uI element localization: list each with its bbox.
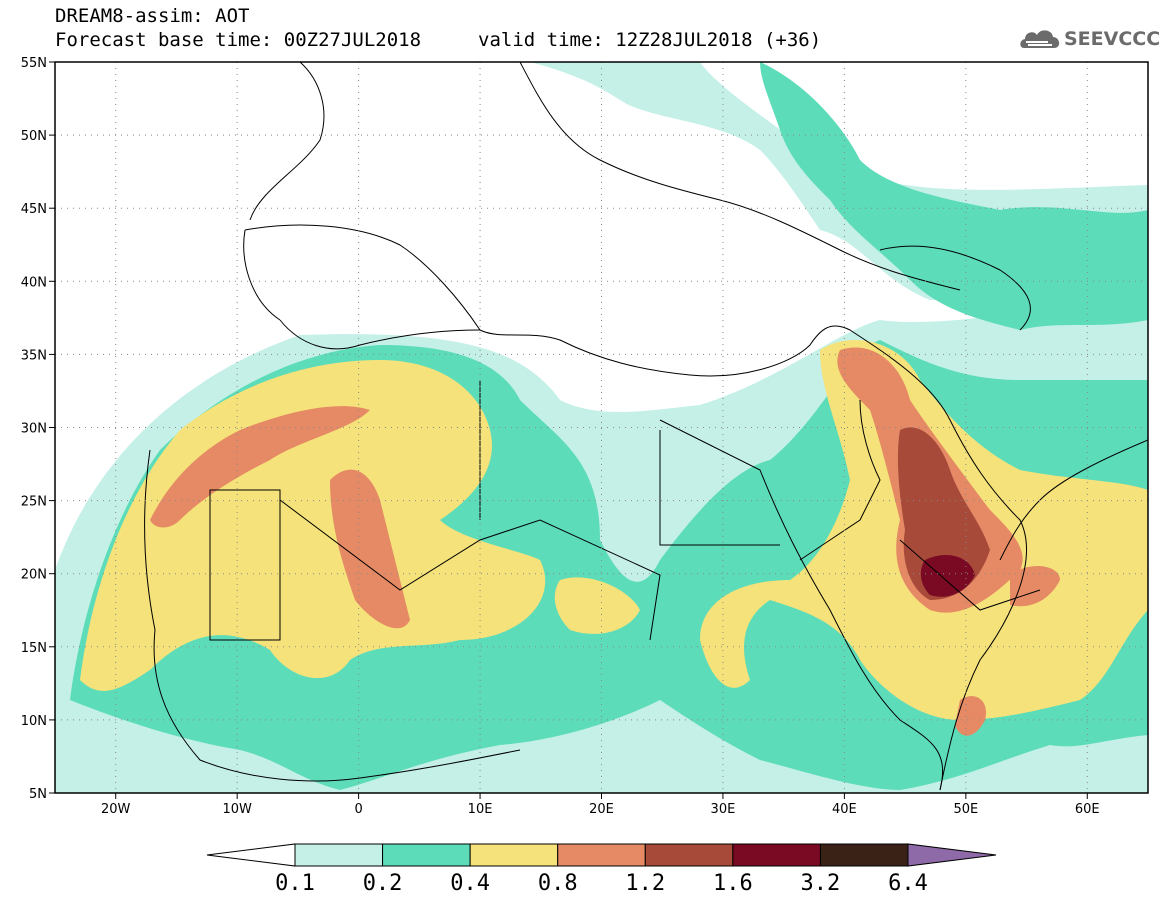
map-axes: 20W 10W 0 10E 20E 30E 40E 50E 60E 55N 50N 45N 40N 35N… bbox=[21, 56, 1100, 817]
colorbar-label: 0.2 bbox=[363, 871, 403, 896]
colorbar-swatch bbox=[382, 843, 471, 867]
map-grid bbox=[55, 62, 1148, 793]
forecast-base-time: Forecast base time: 00Z27JUL2018 bbox=[55, 29, 422, 51]
lat-tick-label: 35N bbox=[21, 348, 47, 363]
lat-tick-label: 45N bbox=[21, 202, 47, 217]
lon-tick-label: 30E bbox=[711, 802, 736, 817]
lon-tick-label: 60E bbox=[1075, 802, 1100, 817]
colorbar-swatch bbox=[557, 843, 646, 867]
colorbar-label: 1.2 bbox=[625, 871, 665, 896]
lon-tick-label: 0 bbox=[354, 802, 362, 817]
colorbar: 0.1 0.2 0.4 0.8 1.2 1.6 3.2 6.4 bbox=[206, 843, 997, 896]
colorbar-label: 6.4 bbox=[888, 871, 928, 896]
colorbar-max-arrow bbox=[907, 843, 997, 867]
lat-tick-label: 30N bbox=[21, 422, 47, 437]
colorbar-swatch bbox=[819, 843, 909, 867]
colorbar-min-arrow bbox=[206, 843, 296, 867]
colorbar-label: 0.4 bbox=[450, 871, 490, 896]
lat-tick-label: 10N bbox=[21, 714, 47, 729]
colorbar-label: 1.6 bbox=[713, 871, 753, 896]
lon-tick-label: 10E bbox=[468, 802, 493, 817]
map-title: DREAM8-assim: AOT bbox=[55, 5, 250, 27]
valid-time: valid time: 12Z28JUL2018 (+36) bbox=[478, 29, 822, 51]
seevccc-logo: SEEVCCC bbox=[1018, 22, 1161, 56]
lon-tick-label: 50E bbox=[953, 802, 978, 817]
colorbar-label: 0.8 bbox=[538, 871, 578, 896]
lat-tick-label: 55N bbox=[21, 56, 47, 71]
lat-tick-label: 50N bbox=[21, 129, 47, 144]
lat-tick-label: 5N bbox=[29, 787, 47, 802]
logo-text: SEEVCCC bbox=[1064, 28, 1161, 50]
lon-tick-label: 10W bbox=[222, 802, 252, 817]
lon-tick-label: 20W bbox=[101, 802, 131, 817]
lat-tick-label: 40N bbox=[21, 275, 47, 290]
colorbar-swatch bbox=[469, 843, 559, 867]
lat-tick-label: 15N bbox=[21, 641, 47, 656]
aot-shading bbox=[55, 62, 1148, 793]
colorbar-swatch bbox=[732, 843, 821, 867]
lon-tick-label: 20E bbox=[589, 802, 614, 817]
lat-tick-label: 25N bbox=[21, 495, 47, 510]
lon-tick-label: 40E bbox=[832, 802, 857, 817]
colorbar-label: 3.2 bbox=[801, 871, 841, 896]
cloud-logo-icon bbox=[1020, 30, 1060, 48]
colorbar-swatch bbox=[644, 843, 734, 867]
coastlines bbox=[144, 62, 1148, 791]
colorbar-swatch bbox=[294, 843, 384, 867]
colorbar-label: 0.1 bbox=[275, 871, 315, 896]
lat-tick-label: 20N bbox=[21, 568, 47, 583]
